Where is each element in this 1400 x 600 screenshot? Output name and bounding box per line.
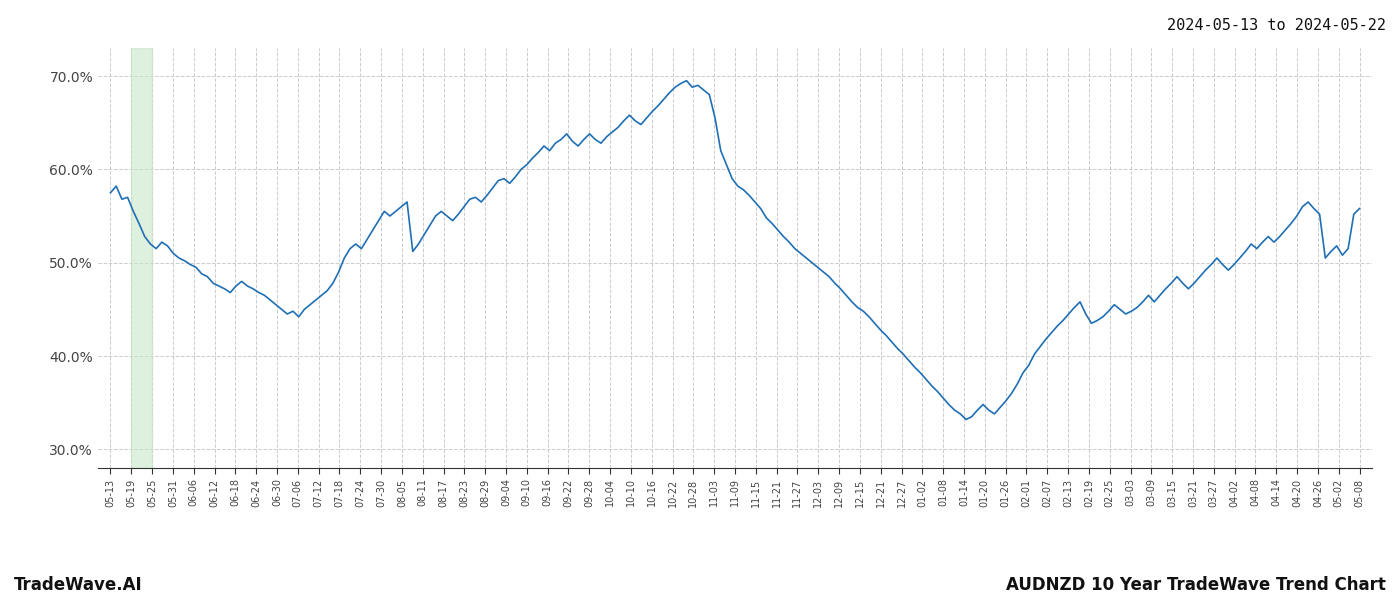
Bar [132,48,153,468]
Text: AUDNZD 10 Year TradeWave Trend Chart: AUDNZD 10 Year TradeWave Trend Chart [1007,576,1386,594]
Text: 2024-05-13 to 2024-05-22: 2024-05-13 to 2024-05-22 [1168,18,1386,33]
Text: TradeWave.AI: TradeWave.AI [14,576,143,594]
